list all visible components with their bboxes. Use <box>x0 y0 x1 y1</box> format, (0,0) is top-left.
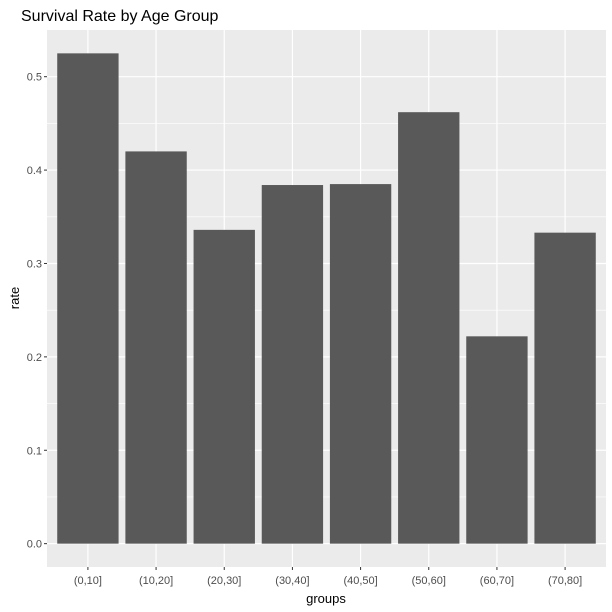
y-axis: 0.0 0.1 0.2 0.3 0.4 0.5 <box>27 72 47 551</box>
y-tick-label: 0.0 <box>27 539 42 551</box>
x-axis-title: groups <box>306 591 346 606</box>
bar <box>193 229 255 544</box>
y-tick-label: 0.2 <box>27 352 42 364</box>
y-tick-label: 0.5 <box>27 72 42 84</box>
x-tick-label: (30,40] <box>275 575 309 587</box>
y-tick-label: 0.3 <box>27 258 42 270</box>
bar <box>398 112 460 544</box>
x-tick-label: (10,20] <box>139 575 173 587</box>
x-tick-label: (0,10] <box>74 575 102 587</box>
bar <box>534 232 596 544</box>
bar <box>329 184 392 544</box>
x-tick-label: (40,50] <box>343 575 377 587</box>
bar <box>125 151 187 544</box>
y-axis-title: rate <box>7 287 22 309</box>
y-tick-label: 0.1 <box>27 445 42 457</box>
x-tick-label: (50,60] <box>412 575 446 587</box>
bar <box>261 185 324 544</box>
x-tick-label: (20,30] <box>207 575 241 587</box>
bar <box>57 53 119 544</box>
x-tick-label: (70,80] <box>548 575 582 587</box>
y-tick-label: 0.4 <box>27 165 42 177</box>
x-tick-label: (60,70] <box>480 575 514 587</box>
x-axis: (0,10] (10,20] (20,30] (30,40] (40,50] (50,60… <box>74 567 582 587</box>
bars <box>57 53 596 544</box>
bar <box>466 336 528 544</box>
chart-title: Survival Rate by Age Group <box>21 8 219 25</box>
